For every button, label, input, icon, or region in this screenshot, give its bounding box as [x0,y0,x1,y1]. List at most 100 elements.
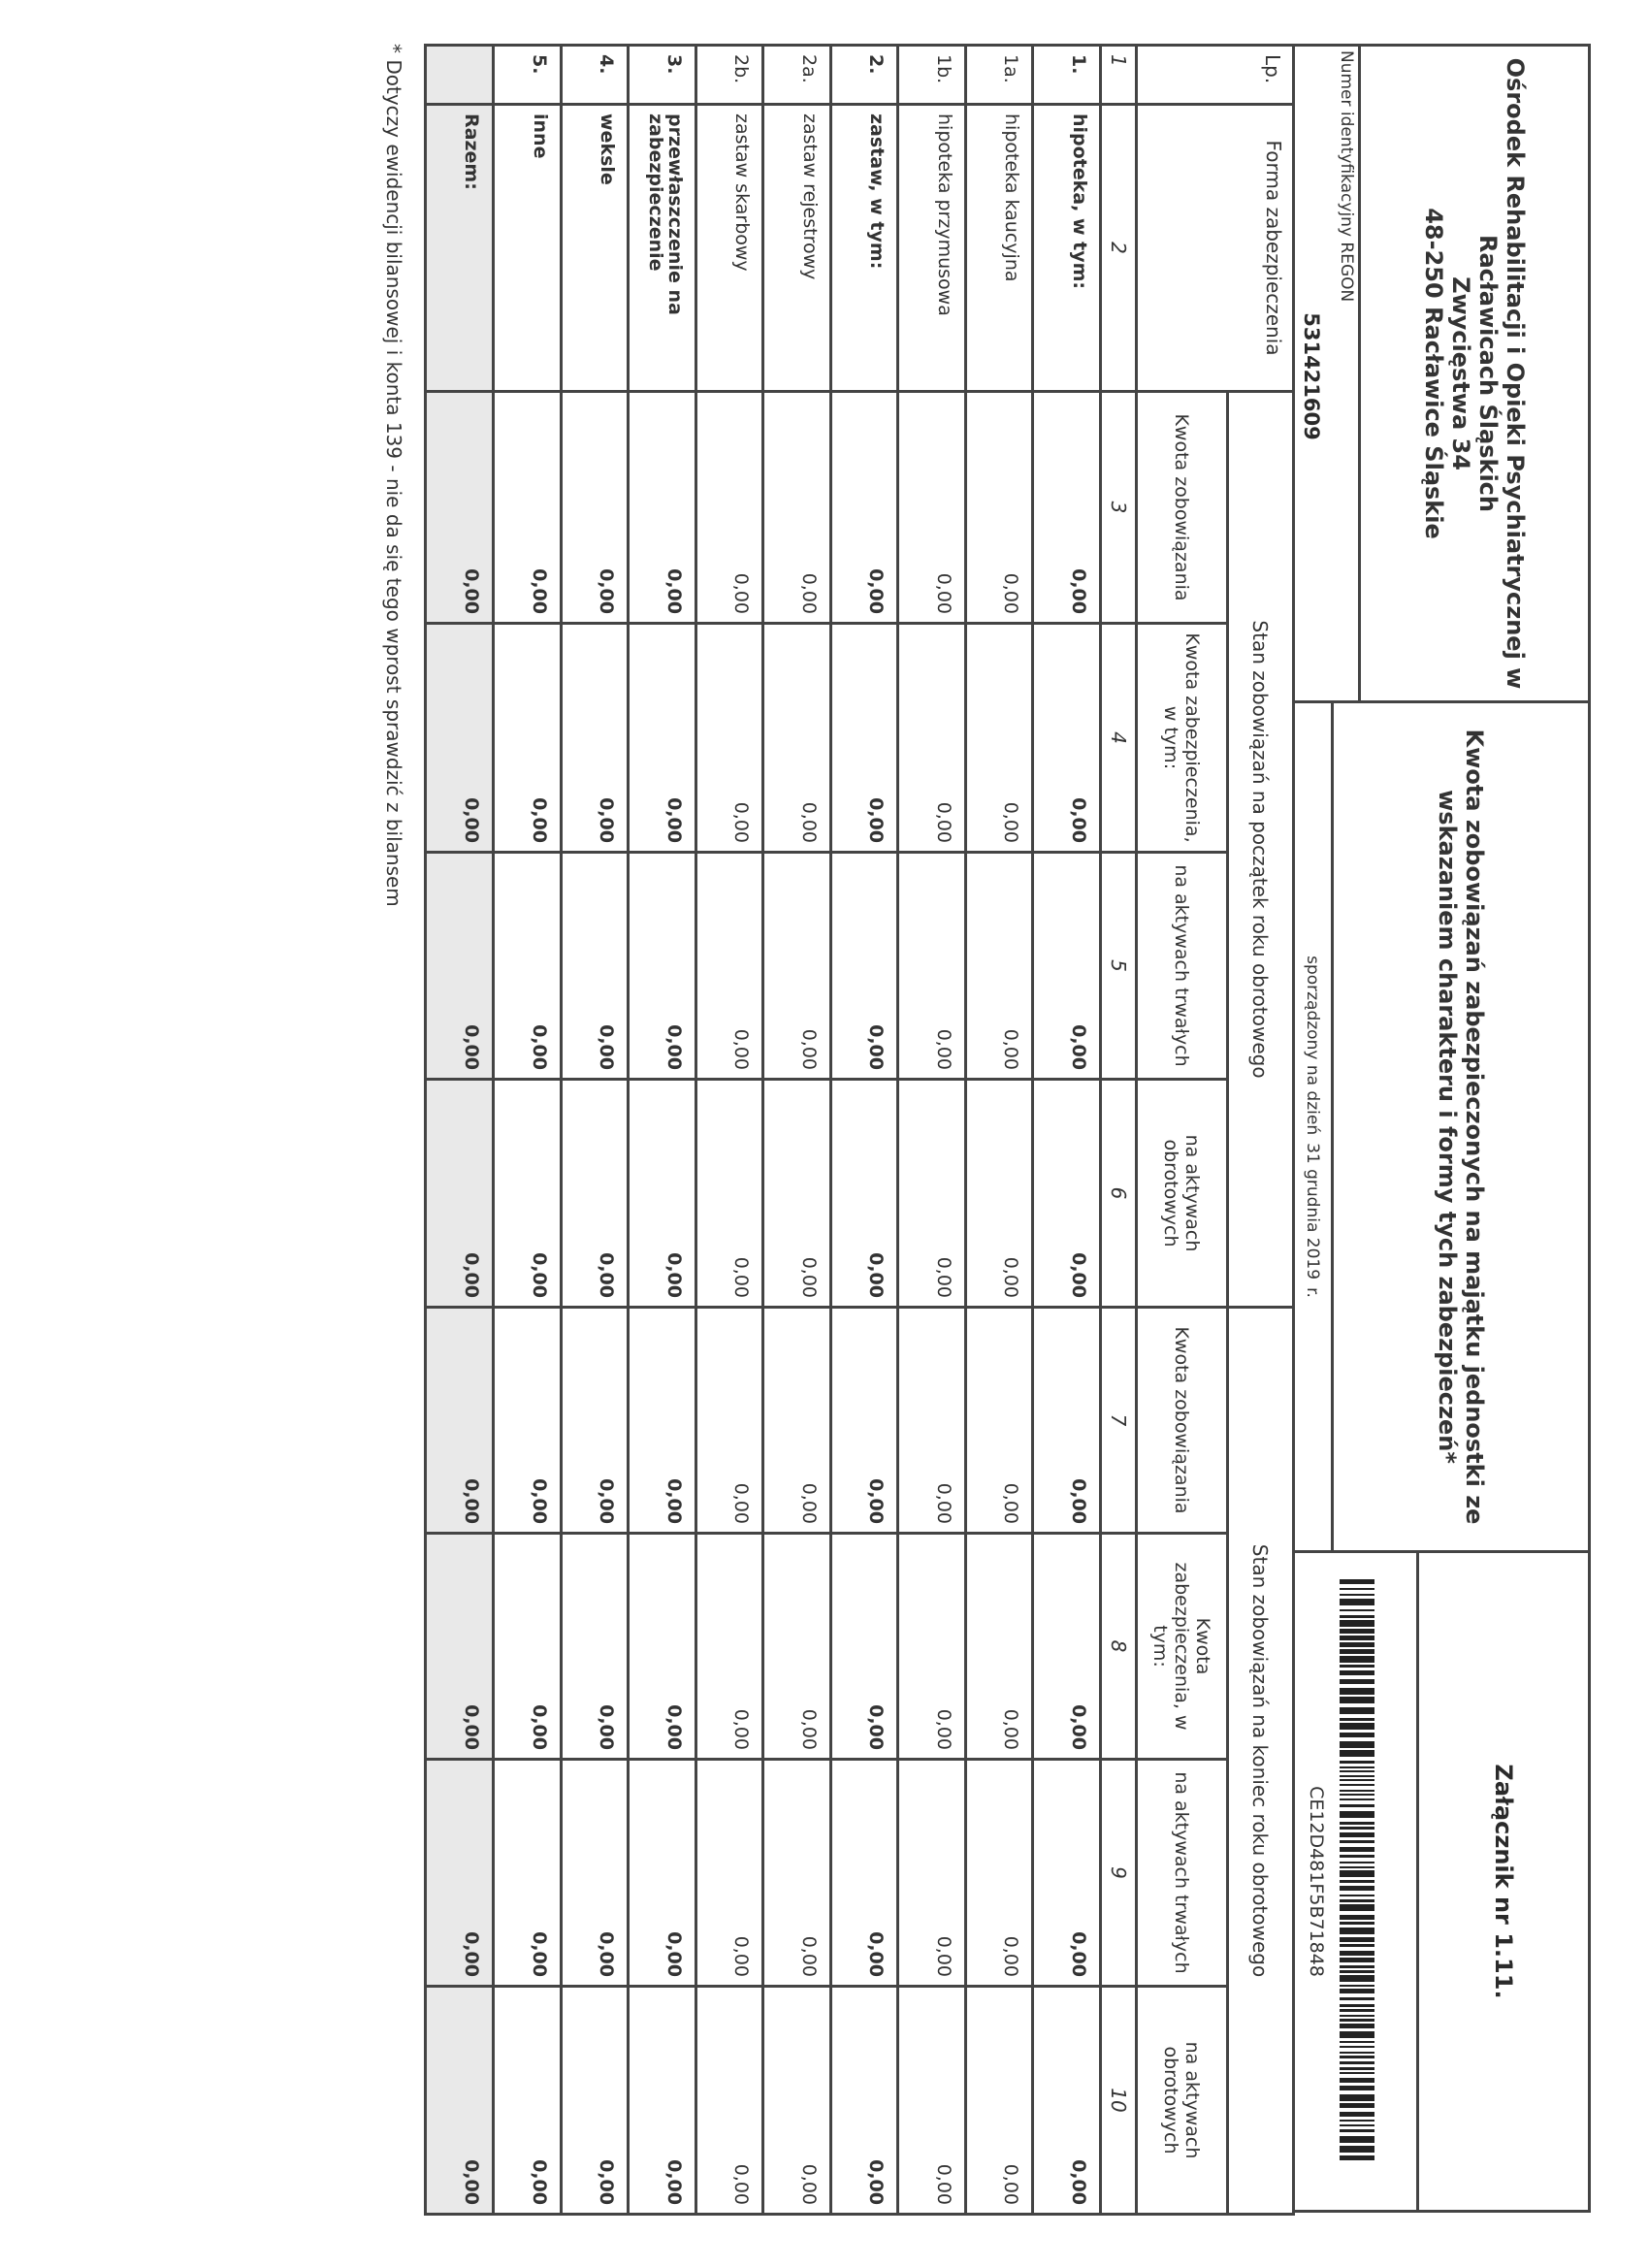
row-value-col-8: 0,00 [494,1533,562,1760]
row-form-label: zastaw rejestrowy [763,104,831,392]
row-value-col-5: 0,00 [695,852,763,1080]
barcode-bar [1340,2146,1374,2153]
table-row: 1a. hipoteka kaucyjna 0,00 0,00 0,00 0,00 0,00… [965,45,1033,2215]
barcode-bar [1340,2112,1374,2117]
barcode-bar [1340,2072,1374,2074]
table-row: 1. hipoteka, w tym: 0,00 0,00 0,00 0,00 0,00 0,… [1033,45,1101,2215]
regon-block: Numer identyfikacyjny REGON 531421609 [1292,44,1361,703]
row-value-col-7: 0,00 [965,1307,1033,1534]
row-value-col-5: 0,00 [494,852,562,1080]
row-value-col-4: 0,00 [561,623,629,853]
row-form-label: inne [494,104,562,392]
barcode-bar [1340,1904,1374,1911]
table-row: 1b. hipoteka przymusowa 0,00 0,00 0,00 0,00 0,… [898,45,966,2215]
row-value-col-7: 0,00 [830,1307,898,1534]
row-value-col-5: 0,00 [629,852,696,1080]
table-header-row: Lp. Forma zabezpieczenia Stan zobowiązań n… [1136,45,1294,2215]
barcode-bar [1340,2041,1374,2043]
row-value-col-10: 0,00 [561,1986,629,2215]
row-lp: 3. [629,45,696,105]
row-value-col-9: 0,00 [695,1759,763,1987]
subheader-col-7: Kwota zobowiązania [1136,1307,1228,1534]
barcode-bar [1340,1985,1374,1987]
row-form-label: przewłaszczenie na zabezpieczenie [629,104,696,392]
barcode-bar [1340,1855,1374,1858]
barcode-bar [1340,1804,1374,1807]
barcode-bar [1340,1636,1374,1640]
total-value-col-7: 0,00 [426,1307,494,1534]
barcode-bar [1340,2136,1374,2143]
report-title-line1: Kwota zobowiązań zabezpieczonych na mają… [1461,729,1488,1525]
row-value-col-9: 0,00 [1033,1759,1101,1987]
column-number-9: 9 [1100,1759,1137,1987]
barcode-bar [1340,1766,1374,1768]
total-value-col-8: 0,00 [426,1533,494,1760]
row-form-label: zastaw, w tym: [830,104,898,392]
row-value-col-3: 0,00 [830,391,898,624]
table-row: 4. weksle 0,00 0,00 0,00 0,00 0,00 0,00 0,00 0,00 [561,45,629,2215]
barcode-bar [1340,1656,1374,1663]
barcode-bar [1340,2067,1374,2070]
barcode-bar [1340,1832,1374,1837]
barcode-bar [1340,2078,1374,2083]
row-value-col-8: 0,00 [695,1533,763,1760]
prepared-on-label: sporządzony na dzień [1303,956,1323,1136]
total-value-col-4: 0,00 [426,623,494,853]
row-value-col-3: 0,00 [1033,391,1101,624]
row-value-col-3: 0,00 [561,391,629,624]
barcode-bar [1340,1870,1374,1877]
row-value-col-8: 0,00 [763,1533,831,1760]
barcode-bar [1340,2124,1374,2126]
row-value-col-8: 0,00 [830,1533,898,1760]
row-value-col-9: 0,00 [763,1759,831,1987]
column-number-5: 5 [1100,852,1137,1080]
subheader-col-10: na aktywach obrotowych [1136,1986,1228,2215]
barcode-bar [1340,1775,1374,1777]
column-number-1: 1 [1100,45,1137,105]
total-value-col-5: 0,00 [426,852,494,1080]
organization-name-line1: Ośrodek Rehabilitacji i Opieki Psychiatr… [1502,57,1529,690]
barcode-bar [1340,1697,1374,1703]
barcode-bar [1340,1718,1374,1721]
organization-name-line2: Racławicach Śląskich [1474,235,1502,512]
barcode-bar [1340,1951,1374,1956]
barcode-text: CE12D481F5B71848 [1306,1786,1327,1977]
barcode-bar [1340,2094,1374,2101]
table-row: 2a. zastaw rejestrowy 0,00 0,00 0,00 0,00 0,00… [763,45,831,2215]
row-lp: 2b. [695,45,763,105]
barcode-bar [1340,1679,1374,1684]
barcode-bar [1340,1741,1374,1748]
barcode-bar [1340,1944,1374,1947]
barcode-bar [1340,1579,1374,1584]
barcode-bar [1340,1688,1374,1695]
barcode-bar [1340,1629,1374,1634]
barcode-bar [1340,2019,1374,2022]
row-lp: 5. [494,45,562,105]
row-value-col-3: 0,00 [695,391,763,624]
row-value-col-7: 0,00 [898,1307,966,1534]
column-number-7: 7 [1100,1307,1137,1534]
barcode-bar [1340,2015,1374,2017]
row-value-col-4: 0,00 [965,623,1033,853]
barcode-bar [1340,1790,1374,1792]
row-value-col-6: 0,00 [1033,1079,1101,1308]
barcode-bar [1340,1937,1374,1942]
barcode-bar [1340,1997,1374,2000]
barcode-bar [1340,1915,1374,1920]
barcode-bar [1340,1989,1374,1993]
barcode-bar [1340,1642,1374,1647]
row-value-col-10: 0,00 [898,1986,966,2215]
row-value-col-5: 0,00 [965,852,1033,1080]
row-lp: 4. [561,45,629,105]
barcode-bar [1340,1615,1374,1618]
row-form-label: hipoteka kaucyjna [965,104,1033,392]
row-value-col-8: 0,00 [898,1533,966,1760]
column-number-3: 3 [1100,391,1137,624]
prepared-on-suffix: r. [1303,1287,1323,1298]
barcode-bar [1340,1965,1374,1968]
subheader-col-8: Kwota zabezpieczenia, w tym: [1136,1533,1228,1760]
prepared-on-block: sporządzony na dzień 31 grudnia 2019 r. [1292,700,1334,1553]
row-value-col-8: 0,00 [561,1533,629,1760]
row-value-col-10: 0,00 [763,1986,831,2215]
barcode-bar [1340,1733,1374,1737]
